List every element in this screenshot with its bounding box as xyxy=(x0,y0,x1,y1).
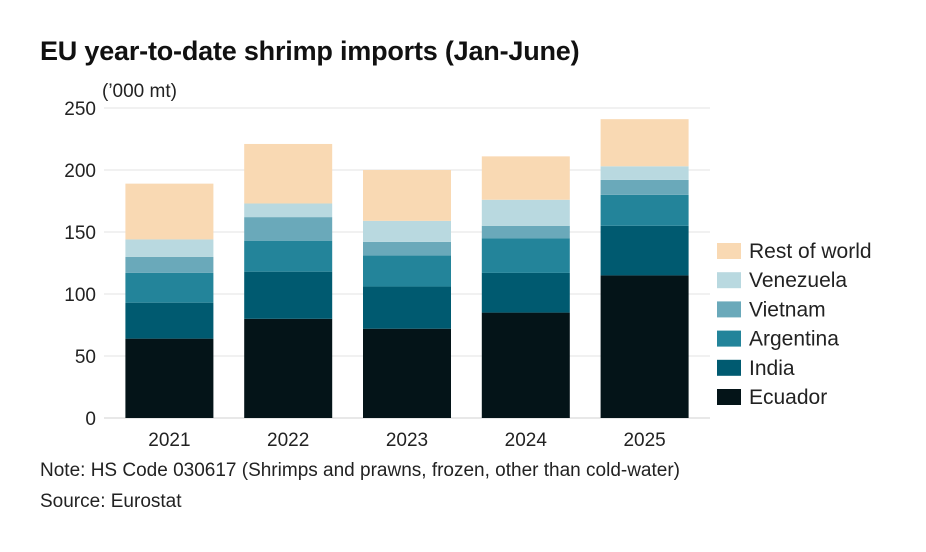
y-tick-label: 100 xyxy=(64,285,96,306)
bar-segment-rest-of-world xyxy=(481,156,570,200)
bar-segment-vietnam xyxy=(481,225,570,239)
bar-segment-vietnam xyxy=(363,241,451,256)
chart-source: Source: Eurostat xyxy=(40,491,182,512)
chart-title: EU year-to-date shrimp imports (Jan-June… xyxy=(40,36,580,66)
y-tick-label: 200 xyxy=(64,161,96,182)
legend-label: Venezuela xyxy=(749,269,847,292)
bar-segment-india xyxy=(600,225,689,276)
bar-segment-ecuador xyxy=(363,328,451,418)
legend-label: Vietnam xyxy=(749,298,826,321)
legend-label: India xyxy=(749,357,795,380)
x-axis-tick-labels: 2021 2022 2023 2024 2025 xyxy=(148,430,665,451)
legend: Rest of world Venezuela Vietnam Argentina In… xyxy=(717,240,872,409)
bar-segment-argentina xyxy=(125,272,214,303)
x-tick-label: 2023 xyxy=(386,430,428,451)
bar-segment-argentina xyxy=(481,238,570,273)
bar-segment-rest-of-world xyxy=(600,119,689,167)
y-unit-label: (’000 mt) xyxy=(102,81,177,102)
bar-segment-venezuela xyxy=(600,166,689,180)
bar-segment-venezuela xyxy=(125,239,214,257)
bar-segment-ecuador xyxy=(481,312,570,418)
bar-segment-rest-of-world xyxy=(125,183,214,240)
legend-swatch xyxy=(717,272,741,289)
bar-segment-india xyxy=(481,272,570,313)
bar-segment-argentina xyxy=(600,194,689,226)
x-tick-label: 2021 xyxy=(148,430,190,451)
bar-segment-venezuela xyxy=(363,220,451,242)
bar-segment-ecuador xyxy=(244,318,333,418)
bar-segment-ecuador xyxy=(600,275,689,418)
y-tick-label: 50 xyxy=(75,347,96,368)
bars xyxy=(125,119,689,418)
chart-note: Note: HS Code 030617 (Shrimps and prawns… xyxy=(40,460,680,481)
bar-segment-vietnam xyxy=(244,217,333,241)
bar-segment-rest-of-world xyxy=(363,170,451,221)
legend-label: Rest of world xyxy=(749,240,872,263)
bar-segment-india xyxy=(244,271,333,319)
bar-segment-argentina xyxy=(244,240,333,272)
legend-swatch xyxy=(717,330,741,347)
y-tick-label: 150 xyxy=(64,223,96,244)
bar-segment-vietnam xyxy=(600,179,689,195)
legend-swatch xyxy=(717,359,741,376)
legend-swatch xyxy=(717,243,741,259)
legend-label: Argentina xyxy=(749,328,839,351)
y-tick-label: 250 xyxy=(64,99,96,120)
y-tick-label: 0 xyxy=(85,409,96,430)
bar-segment-venezuela xyxy=(481,199,570,226)
bar-segment-venezuela xyxy=(244,203,333,218)
y-axis-tick-labels: 0 50 100 150 200 250 xyxy=(64,99,96,430)
legend-swatch xyxy=(717,301,741,318)
x-tick-label: 2024 xyxy=(505,430,548,451)
bar-segment-india xyxy=(363,286,451,329)
x-tick-label: 2022 xyxy=(267,430,309,451)
bar-segment-vietnam xyxy=(125,256,214,273)
x-tick-label: 2025 xyxy=(623,430,665,451)
bar-segment-ecuador xyxy=(125,338,214,418)
legend-label: Ecuador xyxy=(749,386,827,409)
bar-segment-rest-of-world xyxy=(244,143,333,204)
bar-segment-argentina xyxy=(363,255,451,287)
legend-swatch xyxy=(717,389,741,405)
bar-segment-india xyxy=(125,302,214,339)
